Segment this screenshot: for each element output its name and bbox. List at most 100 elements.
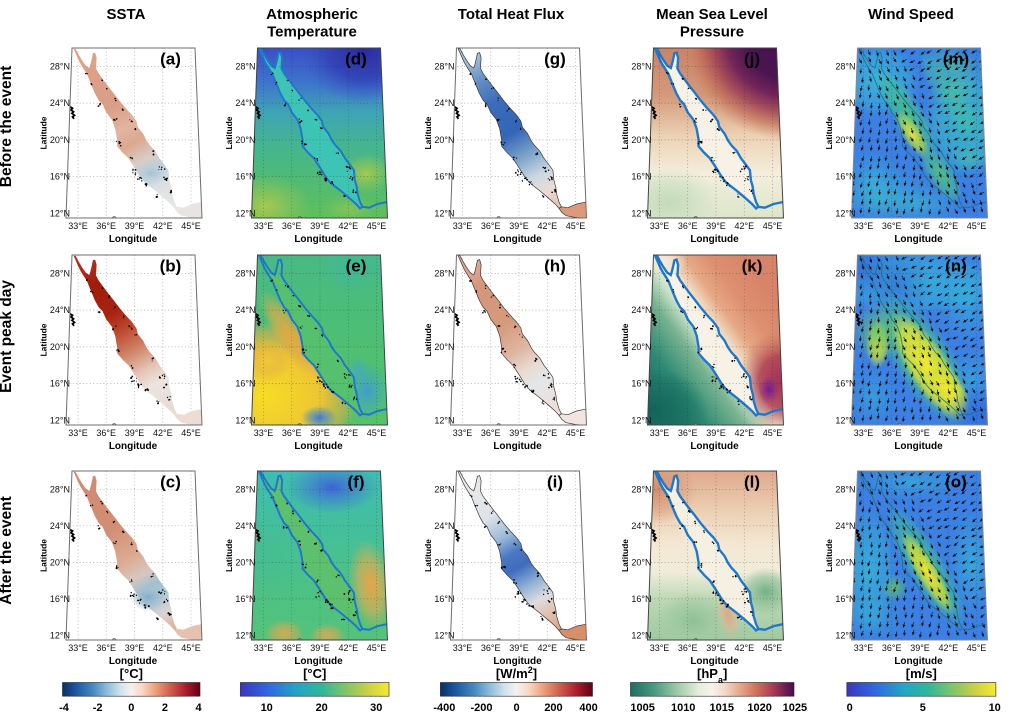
svg-text:4: 4: [196, 702, 203, 714]
svg-text:(a): (a): [160, 50, 181, 69]
svg-text:20°N: 20°N: [434, 135, 454, 145]
svg-text:Temperature: Temperature: [267, 24, 357, 41]
svg-text:39°E: 39°E: [706, 221, 726, 231]
svg-text:33°E: 33°E: [254, 428, 274, 438]
svg-text:200: 200: [544, 702, 562, 714]
svg-text:(l): (l): [744, 473, 760, 492]
svg-text:12°N: 12°N: [50, 630, 70, 640]
svg-text:42°E: 42°E: [734, 643, 754, 653]
svg-text:39°E: 39°E: [509, 221, 529, 231]
svg-text:16°N: 16°N: [434, 594, 454, 604]
svg-text:Latitude: Latitude: [224, 539, 234, 572]
svg-text:24°N: 24°N: [835, 305, 855, 315]
svg-text:12°N: 12°N: [235, 630, 255, 640]
svg-text:42°E: 42°E: [537, 221, 557, 231]
svg-text:Latitude: Latitude: [423, 323, 433, 356]
svg-text:33°E: 33°E: [254, 643, 274, 653]
svg-text:Longitude: Longitude: [109, 656, 158, 667]
svg-text:Longitude: Longitude: [493, 441, 542, 452]
svg-text:36°E: 36°E: [96, 221, 116, 231]
svg-text:20°N: 20°N: [50, 557, 70, 567]
svg-text:39°E: 39°E: [125, 643, 145, 653]
svg-text:Longitude: Longitude: [894, 234, 943, 245]
svg-text:(h): (h): [544, 257, 566, 276]
svg-text:(k): (k): [742, 257, 763, 276]
svg-text:28°N: 28°N: [235, 484, 255, 494]
svg-text:Pressure: Pressure: [680, 24, 744, 41]
svg-text:42°E: 42°E: [537, 428, 557, 438]
svg-text:39°E: 39°E: [706, 643, 726, 653]
svg-text:16°N: 16°N: [631, 172, 651, 182]
svg-text:24°N: 24°N: [434, 98, 454, 108]
svg-text:12°N: 12°N: [631, 630, 651, 640]
svg-text:20: 20: [316, 702, 328, 714]
svg-text:20°N: 20°N: [631, 135, 651, 145]
svg-text:28°N: 28°N: [835, 61, 855, 71]
svg-text:42°E: 42°E: [537, 643, 557, 653]
svg-text:16°N: 16°N: [835, 379, 855, 389]
svg-text:[m/s]: [m/s]: [906, 666, 937, 681]
svg-text:39°E: 39°E: [125, 428, 145, 438]
svg-text:(o): (o): [945, 473, 967, 492]
svg-text:16°N: 16°N: [50, 594, 70, 604]
svg-text:45°E: 45°E: [367, 643, 387, 653]
svg-text:16°N: 16°N: [235, 172, 255, 182]
svg-text:45°E: 45°E: [967, 428, 987, 438]
svg-text:Latitude: Latitude: [39, 323, 49, 356]
svg-text:33°E: 33°E: [854, 428, 874, 438]
svg-text:30: 30: [370, 702, 382, 714]
svg-text:20°N: 20°N: [434, 557, 454, 567]
svg-text:16°N: 16°N: [631, 594, 651, 604]
svg-text:-200: -200: [470, 702, 492, 714]
svg-text:24°N: 24°N: [631, 521, 651, 531]
svg-text:(f): (f): [348, 473, 365, 492]
svg-text:24°N: 24°N: [50, 305, 70, 315]
svg-text:12°N: 12°N: [835, 630, 855, 640]
svg-text:Longitude: Longitude: [493, 656, 542, 667]
svg-text:45°E: 45°E: [763, 428, 783, 438]
svg-text:After the event: After the event: [0, 496, 15, 605]
svg-text:24°N: 24°N: [631, 305, 651, 315]
svg-text:Latitude: Latitude: [620, 323, 630, 356]
svg-text:16°N: 16°N: [50, 172, 70, 182]
svg-text:28°N: 28°N: [50, 268, 70, 278]
svg-text:28°N: 28°N: [50, 61, 70, 71]
svg-text:45°E: 45°E: [367, 428, 387, 438]
svg-text:16°N: 16°N: [835, 172, 855, 182]
svg-text:Longitude: Longitude: [690, 441, 739, 452]
svg-text:36°E: 36°E: [481, 643, 501, 653]
svg-text:28°N: 28°N: [434, 268, 454, 278]
svg-text:12°N: 12°N: [235, 208, 255, 218]
svg-text:39°E: 39°E: [706, 428, 726, 438]
svg-text:20°N: 20°N: [235, 342, 255, 352]
svg-text:20°N: 20°N: [50, 342, 70, 352]
svg-text:Wind Speed: Wind Speed: [868, 6, 954, 23]
svg-text:42°E: 42°E: [338, 643, 358, 653]
svg-text:16°N: 16°N: [631, 379, 651, 389]
svg-text:Latitude: Latitude: [224, 116, 234, 149]
svg-text:20°N: 20°N: [835, 135, 855, 145]
svg-text:20°N: 20°N: [835, 557, 855, 567]
svg-text:Latitude: Latitude: [423, 116, 433, 149]
svg-text:Latitude: Latitude: [39, 539, 49, 572]
svg-text:12°N: 12°N: [50, 208, 70, 218]
svg-text:12°N: 12°N: [835, 415, 855, 425]
svg-text:45°E: 45°E: [181, 643, 201, 653]
svg-text:Longitude: Longitude: [493, 234, 542, 245]
svg-text:(j): (j): [744, 50, 760, 69]
svg-text:33°E: 33°E: [453, 221, 473, 231]
svg-text:20°N: 20°N: [835, 342, 855, 352]
svg-text:45°E: 45°E: [181, 428, 201, 438]
svg-text:5: 5: [920, 702, 926, 714]
svg-text:45°E: 45°E: [763, 643, 783, 653]
svg-text:1005: 1005: [630, 702, 654, 714]
svg-text:Longitude: Longitude: [294, 441, 343, 452]
svg-text:(b): (b): [160, 257, 182, 276]
svg-text:39°E: 39°E: [910, 643, 930, 653]
svg-text:1015: 1015: [710, 702, 734, 714]
svg-text:33°E: 33°E: [68, 643, 88, 653]
svg-text:28°N: 28°N: [50, 484, 70, 494]
svg-text:1010: 1010: [671, 702, 695, 714]
svg-text:[W/m2]: [W/m2]: [496, 665, 537, 681]
svg-text:0: 0: [847, 702, 853, 714]
